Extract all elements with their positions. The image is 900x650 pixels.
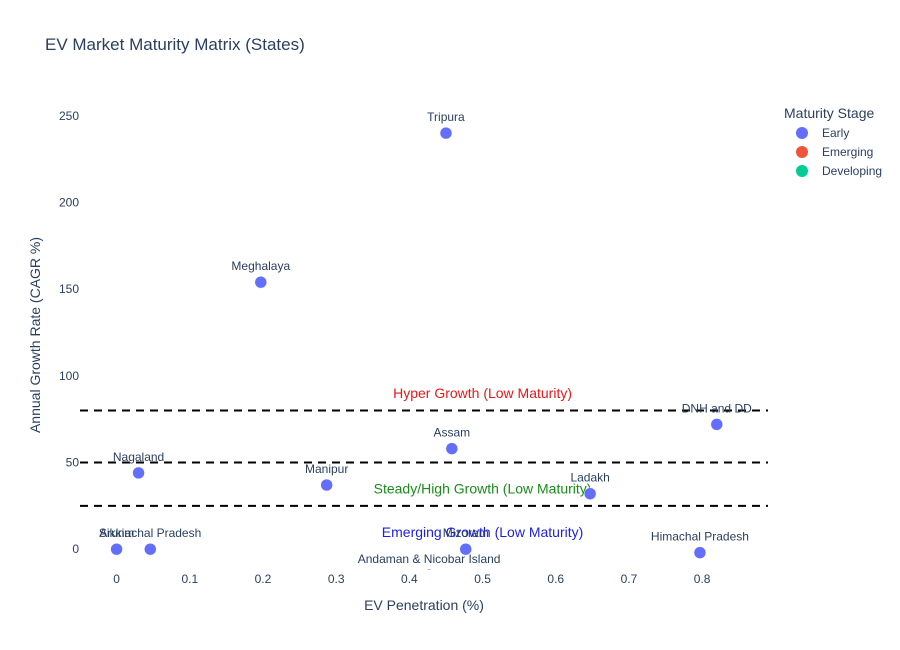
data-point[interactable]	[710, 418, 724, 431]
quadrant-annotation: Steady/High Growth (Low Maturity)	[374, 481, 592, 497]
annotations: Hyper Growth (Low Maturity) Steady/High G…	[374, 385, 592, 540]
data-point[interactable]	[459, 542, 472, 556]
data-point[interactable]	[445, 442, 459, 455]
quadrant-annotation: Emerging Growth (Low Maturity)	[382, 524, 584, 540]
y-tick-label: 200	[59, 195, 79, 209]
quadrant-annotation: Hyper Growth (Low Maturity)	[393, 385, 572, 401]
data-point-label: Sikkim	[99, 526, 134, 540]
data-point[interactable]	[254, 275, 268, 289]
x-tick-label: 0.4	[401, 572, 418, 586]
data-point[interactable]	[439, 126, 453, 140]
data-point-label: Himachal Pradesh	[651, 530, 749, 544]
data-point[interactable]	[144, 542, 157, 556]
data-point-label: Arunachal Pradesh	[99, 526, 201, 540]
data-point-label: Tripura	[427, 110, 465, 124]
data-point[interactable]	[693, 546, 707, 559]
legend-title: Maturity Stage	[784, 105, 874, 121]
x-tick-label: 0.7	[621, 572, 638, 586]
data-point[interactable]	[583, 487, 597, 500]
legend-item-label[interactable]: Developing	[822, 164, 882, 178]
x-tick-label: 0.6	[547, 572, 564, 586]
y-axis-title: Annual Growth Rate (CAGR %)	[27, 237, 43, 433]
legend-item-label[interactable]: Early	[822, 126, 849, 140]
data-points: Tripura Meghalaya DNH and DD Assam Nagaland M…	[99, 110, 752, 581]
y-tick-label: 250	[59, 109, 79, 123]
data-point-label: Andaman & Nicobar Island	[358, 552, 501, 566]
x-tick-label: 0.5	[474, 572, 491, 586]
data-point-label: Mizoram	[443, 526, 489, 540]
legend-marker[interactable]	[796, 146, 808, 158]
data-point-label: Manipur	[305, 462, 348, 476]
legend[interactable]: Maturity Stage Early Emerging Developing	[784, 105, 882, 178]
x-tick-label: 0.1	[181, 572, 198, 586]
chart-title: EV Market Maturity Matrix (States)	[45, 35, 305, 54]
x-tick-label: 0.2	[255, 572, 272, 586]
data-point[interactable]	[320, 478, 333, 492]
x-tick-label: 0	[113, 572, 120, 586]
x-tick-label: 0.8	[694, 572, 711, 586]
y-tick-label: 50	[66, 456, 80, 470]
legend-item-label[interactable]: Emerging	[822, 145, 873, 159]
legend-marker[interactable]	[796, 165, 808, 177]
data-point[interactable]	[423, 568, 435, 581]
data-point-label: Assam	[433, 426, 470, 440]
y-tick-label: 0	[72, 542, 79, 556]
data-point-label: DNH and DD	[682, 401, 752, 415]
data-point[interactable]	[132, 466, 145, 480]
data-point[interactable]	[110, 542, 123, 556]
data-point-label: Nagaland	[113, 450, 164, 464]
y-tick-label: 150	[59, 282, 79, 296]
x-axis-ticks: 0 0.1 0.2 0.3 0.4 0.5 0.6 0.7 0.8	[113, 572, 711, 586]
x-axis-title: EV Penetration (%)	[364, 597, 484, 613]
x-tick-label: 0.3	[328, 572, 345, 586]
y-axis-ticks: 0 50 100 150 200 250	[59, 109, 79, 556]
data-point-label: Meghalaya	[231, 259, 290, 273]
data-point-label: Ladakh	[570, 471, 609, 485]
reference-lines	[80, 409, 768, 507]
legend-marker[interactable]	[796, 127, 808, 139]
y-tick-label: 100	[59, 369, 79, 383]
